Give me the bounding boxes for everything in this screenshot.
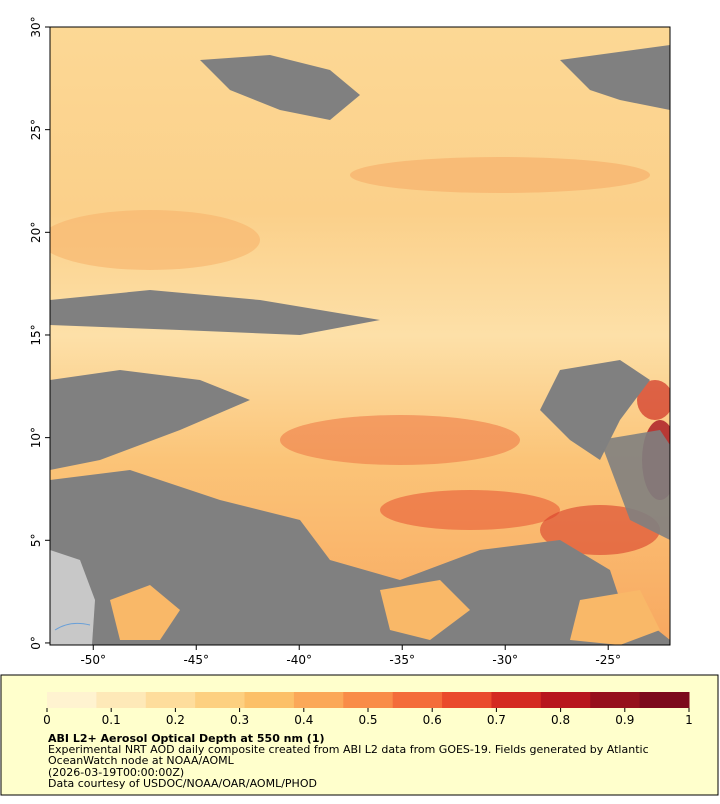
colorbar-segment — [47, 692, 97, 708]
colorbar-segment — [491, 692, 542, 708]
x-tick-label: -35° — [389, 653, 415, 667]
colorbar-tick-label: 0.7 — [487, 713, 506, 727]
colorbar-tick-label: 0.8 — [551, 713, 570, 727]
colorbar-segment — [392, 692, 443, 708]
x-tick-label: -30° — [492, 653, 518, 667]
colorbar-tick-label: 0.3 — [230, 713, 249, 727]
colorbar-segment — [639, 692, 690, 708]
y-tick-label: 0° — [29, 636, 43, 650]
axes: -50° -45° -40° -35° -30° -25° 0° 5° 10° 15° 20° 25°… — [29, 16, 621, 667]
caption-line: (2026-03-19T00:00:00Z) — [48, 766, 184, 779]
colorbar-tick-label: 0.2 — [166, 713, 185, 727]
y-tick-label: 5° — [29, 533, 43, 547]
x-tick-label: -45° — [183, 653, 209, 667]
y-tick-label: 10° — [29, 427, 43, 448]
y-tick-label: 15° — [29, 324, 43, 345]
colorbar-tick-label: 1 — [685, 713, 693, 727]
colorbar-tick-label: 0.9 — [615, 713, 634, 727]
colorbar-segment — [195, 692, 246, 708]
y-tick-label: 20° — [29, 222, 43, 243]
caption-line: Data courtesy of USDOC/NOAA/OAR/AOML/PHO… — [48, 777, 317, 790]
colorbar-tick-label: 0.5 — [358, 713, 377, 727]
x-tick-label: -25° — [595, 653, 621, 667]
colorbar-tick-label: 0.6 — [423, 713, 442, 727]
colorbar-tick-label: 0.4 — [294, 713, 313, 727]
colorbar-tick-label: 0.1 — [102, 713, 121, 727]
colorbar-segment — [244, 692, 295, 708]
colorbar-segment — [343, 692, 394, 708]
map-frame — [49, 26, 671, 646]
colorbar-segment — [590, 692, 641, 708]
aod-map — [50, 27, 670, 645]
caption-line: Experimental NRT AOD daily composite cre… — [48, 743, 649, 756]
colorbar-segment — [96, 692, 147, 708]
colorbar-tick-label: 0 — [43, 713, 51, 727]
x-tick-label: -50° — [80, 653, 106, 667]
colorbar-segment — [293, 692, 344, 708]
y-tick-label: 25° — [29, 119, 43, 140]
caption-title: ABI L2+ Aerosol Optical Depth at 550 nm … — [48, 732, 325, 745]
colorbar-segment — [145, 692, 196, 708]
caption-line: OceanWatch node at NOAA/AOML — [48, 754, 235, 767]
y-tick-label: 30° — [29, 16, 43, 37]
colorbar-segment — [442, 692, 492, 708]
colorbar: 0 0.1 0.2 0.3 0.4 0.5 0.6 0.7 0.8 0.9 1 — [43, 692, 693, 727]
colorbar-segment — [540, 692, 591, 708]
x-tick-label: -40° — [286, 653, 312, 667]
